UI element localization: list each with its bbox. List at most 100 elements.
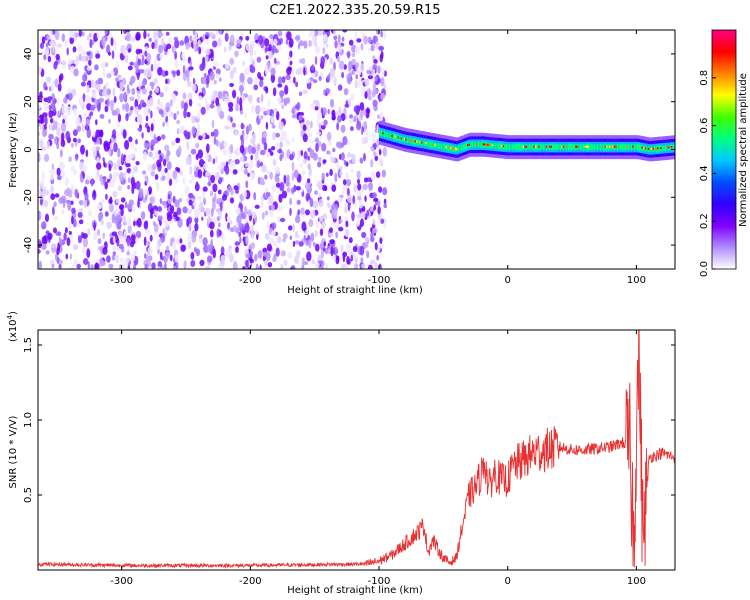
heatmap-noise-cell xyxy=(73,169,77,176)
heatmap-noise-cell xyxy=(57,110,61,117)
y-scale-close: ) xyxy=(8,311,19,315)
heatmap-noise-cell xyxy=(289,154,294,161)
heatmap-noise-cell xyxy=(238,221,242,228)
heatmap-noise-cell xyxy=(146,68,152,78)
heatmap-noise-cell xyxy=(90,264,94,269)
heatmap-noise-cell xyxy=(137,127,142,132)
heatmap-peak-cell xyxy=(397,136,400,139)
heatmap-noise-cell xyxy=(256,143,261,152)
heatmap-noise-cell xyxy=(380,92,386,100)
heatmap-noise-cell xyxy=(171,70,177,75)
heatmap-noise-cell xyxy=(95,119,98,126)
heatmap-noise-cell xyxy=(244,146,248,154)
heatmap-peak-cell xyxy=(615,145,618,148)
heatmap-noise-cell xyxy=(98,212,104,221)
heatmap-noise-cell xyxy=(323,89,326,96)
heatmap-noise-cell xyxy=(294,240,300,245)
heatmap-noise-cell xyxy=(94,262,100,269)
heatmap-band-cell xyxy=(593,144,597,150)
heatmap-noise-cell xyxy=(126,237,131,247)
heatmap-noise-cell xyxy=(163,158,167,167)
heatmap-noise-cell xyxy=(178,145,182,155)
heatmap-noise-cell xyxy=(73,107,77,117)
heatmap-noise-cell xyxy=(275,60,280,65)
heatmap-noise-cell xyxy=(125,201,128,209)
heatmap-noise-cell xyxy=(197,102,202,108)
heatmap-noise-cell xyxy=(138,49,143,54)
heatmap-noise-cell xyxy=(378,186,383,193)
heatmap-band-cell xyxy=(505,144,508,150)
heatmap-noise-cell xyxy=(302,124,307,131)
heatmap-noise-cell xyxy=(46,140,50,150)
heatmap-noise-cell xyxy=(283,260,288,266)
heatmap-noise-cell xyxy=(377,205,381,215)
heatmap-noise-cell xyxy=(75,61,79,69)
heatmap-peak-cell xyxy=(453,147,456,150)
heatmap-noise-cell xyxy=(154,174,159,180)
heatmap-peak-cell xyxy=(609,145,612,148)
heatmap-noise-cell xyxy=(279,181,285,192)
heatmap-band-cell xyxy=(508,144,512,150)
heatmap-noise-cell xyxy=(99,257,104,268)
heatmap-noise-cell xyxy=(370,206,374,212)
heatmap-noise-cell xyxy=(247,144,253,155)
heatmap-noise-cell xyxy=(115,77,120,82)
heatmap-noise-cell xyxy=(151,262,156,269)
heatmap-noise-cell xyxy=(325,172,329,177)
heatmap-noise-cell xyxy=(251,224,255,232)
bottom-y-scale-factor: (x104) xyxy=(6,311,19,342)
heatmap-noise-cell xyxy=(336,256,340,262)
heatmap-band-cell xyxy=(460,144,464,151)
heatmap-noise-cell xyxy=(96,137,100,145)
heatmap-noise-cell xyxy=(303,67,306,76)
heatmap-noise-cell xyxy=(85,179,90,185)
heatmap-noise-cell xyxy=(192,36,197,46)
heatmap-noise-cell xyxy=(380,218,385,224)
heatmap-noise-cell xyxy=(81,31,85,37)
heatmap-noise-cell xyxy=(326,75,330,82)
heatmap-noise-cell xyxy=(217,37,222,47)
heatmap-noise-cell xyxy=(244,67,250,76)
heatmap-noise-cell xyxy=(217,222,221,228)
heatmap-noise-cell xyxy=(173,36,179,41)
heatmap-noise-cell xyxy=(52,206,55,216)
heatmap-noise-cell xyxy=(291,172,295,182)
heatmap-noise-cell xyxy=(112,129,117,137)
heatmap-noise-cell xyxy=(97,238,102,245)
heatmap-noise-cell xyxy=(286,31,292,41)
heatmap-peak-cell xyxy=(425,142,428,145)
heatmap-peak-cell xyxy=(538,145,541,148)
colorbar-tick-label: 0.0 xyxy=(699,261,710,277)
heatmap-noise-cell xyxy=(174,59,179,68)
heatmap-noise-cell xyxy=(115,172,119,177)
heatmap-noise-cell xyxy=(354,79,358,89)
heatmap-noise-cell xyxy=(306,195,311,201)
heatmap-noise-cell xyxy=(324,185,328,191)
heatmap-noise-cell xyxy=(247,208,253,216)
heatmap-noise-cell xyxy=(222,149,228,156)
heatmap-noise-cell xyxy=(194,216,199,224)
heatmap-noise-cell xyxy=(291,136,295,144)
heatmap-noise-cell xyxy=(359,102,365,111)
heatmap-noise-cell xyxy=(373,35,376,45)
heatmap-noise-cell xyxy=(295,186,301,191)
heatmap-noise-cell xyxy=(224,32,229,42)
heatmap-noise-cell xyxy=(340,113,346,122)
heatmap-noise-cell xyxy=(291,67,295,76)
heatmap-noise-cell xyxy=(56,167,61,176)
heatmap-noise-cell xyxy=(239,72,245,83)
heatmap-noise-cell xyxy=(240,86,243,97)
y-tick-label: -20 xyxy=(23,189,34,205)
heatmap-band-cell xyxy=(474,141,478,148)
heatmap-noise-cell xyxy=(351,64,356,70)
heatmap-noise-cell xyxy=(101,198,105,204)
heatmap-noise-cell xyxy=(354,45,360,55)
heatmap-noise-cell xyxy=(216,228,220,239)
heatmap-noise-cell xyxy=(347,152,350,158)
heatmap-noise-cell xyxy=(45,42,49,48)
heatmap-noise-cell xyxy=(364,78,370,87)
heatmap-band-cell xyxy=(555,144,558,150)
heatmap-noise-cell xyxy=(261,93,264,103)
heatmap-noise-cell xyxy=(249,50,254,56)
heatmap-noise-cell xyxy=(315,142,319,152)
